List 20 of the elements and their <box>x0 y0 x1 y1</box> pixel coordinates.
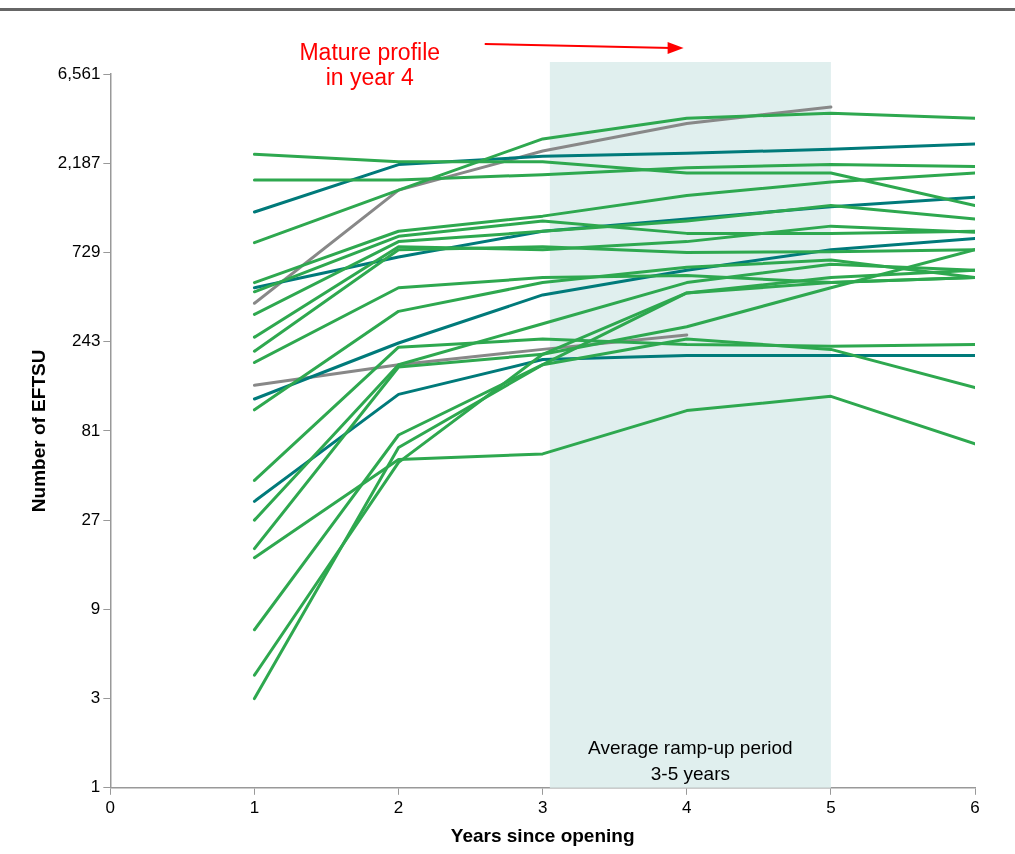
band-label: Average ramp-up period 3-5 years <box>588 736 793 784</box>
x-tick-label: 1 <box>249 797 260 817</box>
y-tick-label: 27 <box>81 509 101 529</box>
x-tick-label: 0 <box>105 797 116 817</box>
y-axis-title: Number of EFTSU <box>27 349 49 513</box>
x-tick-label: 2 <box>393 797 404 817</box>
y-tick-label: 81 <box>81 420 101 440</box>
y-tick-label: 9 <box>90 599 101 619</box>
x-axis-title: Years since opening <box>450 824 635 846</box>
x-tick-label: 4 <box>682 797 692 817</box>
y-tick-label: 3 <box>90 688 101 708</box>
x-tick-label: 3 <box>537 797 548 817</box>
x-tick-label: 6 <box>970 797 980 817</box>
y-tick-label: 243 <box>71 331 101 351</box>
y-tick-label: 1 <box>90 777 101 797</box>
annotation: Mature profile in year 4 <box>299 38 441 90</box>
y-tick-label: 6,561 <box>57 63 101 83</box>
y-tick-label: 729 <box>71 242 101 262</box>
y-tick-label: 2,187 <box>57 152 101 172</box>
x-tick-label: 5 <box>826 797 836 817</box>
